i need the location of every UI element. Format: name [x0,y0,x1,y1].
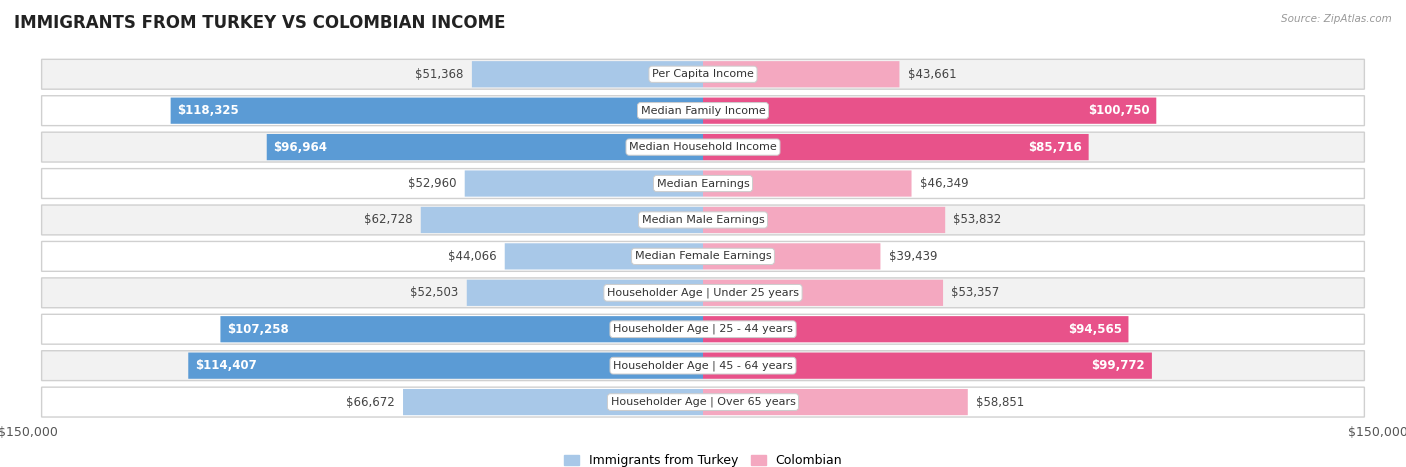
Text: $100,750: $100,750 [1088,104,1150,117]
FancyBboxPatch shape [703,134,1088,160]
FancyBboxPatch shape [420,207,703,233]
FancyBboxPatch shape [42,59,1364,89]
Text: $52,960: $52,960 [408,177,457,190]
Text: $43,661: $43,661 [907,68,956,81]
Text: $51,368: $51,368 [415,68,464,81]
FancyBboxPatch shape [42,132,1364,162]
FancyBboxPatch shape [703,61,900,87]
Text: $114,407: $114,407 [195,359,257,372]
Text: Median Household Income: Median Household Income [628,142,778,152]
Text: Median Female Earnings: Median Female Earnings [634,251,772,262]
FancyBboxPatch shape [42,205,1364,235]
Text: $66,672: $66,672 [346,396,395,409]
Text: Householder Age | Over 65 years: Householder Age | Over 65 years [610,397,796,407]
FancyBboxPatch shape [42,351,1364,381]
FancyBboxPatch shape [505,243,703,269]
Text: $53,357: $53,357 [952,286,1000,299]
FancyBboxPatch shape [404,389,703,415]
FancyBboxPatch shape [170,98,703,124]
FancyBboxPatch shape [703,243,880,269]
Text: $99,772: $99,772 [1091,359,1144,372]
FancyBboxPatch shape [188,353,703,379]
Text: $39,439: $39,439 [889,250,936,263]
FancyBboxPatch shape [703,98,1156,124]
Legend: Immigrants from Turkey, Colombian: Immigrants from Turkey, Colombian [558,449,848,467]
Text: Householder Age | 25 - 44 years: Householder Age | 25 - 44 years [613,324,793,334]
FancyBboxPatch shape [42,241,1364,271]
Text: Source: ZipAtlas.com: Source: ZipAtlas.com [1281,14,1392,24]
FancyBboxPatch shape [703,170,911,197]
Text: Householder Age | Under 25 years: Householder Age | Under 25 years [607,288,799,298]
Text: Householder Age | 45 - 64 years: Householder Age | 45 - 64 years [613,361,793,371]
Text: $96,964: $96,964 [274,141,328,154]
Text: $53,832: $53,832 [953,213,1001,226]
Text: $58,851: $58,851 [976,396,1024,409]
Text: $52,503: $52,503 [411,286,458,299]
Text: $46,349: $46,349 [920,177,969,190]
Text: Per Capita Income: Per Capita Income [652,69,754,79]
FancyBboxPatch shape [703,280,943,306]
FancyBboxPatch shape [42,387,1364,417]
FancyBboxPatch shape [703,207,945,233]
Text: $44,066: $44,066 [449,250,496,263]
FancyBboxPatch shape [42,278,1364,308]
FancyBboxPatch shape [221,316,703,342]
FancyBboxPatch shape [42,314,1364,344]
FancyBboxPatch shape [472,61,703,87]
Text: $85,716: $85,716 [1028,141,1081,154]
Text: $118,325: $118,325 [177,104,239,117]
Text: $94,565: $94,565 [1067,323,1122,336]
FancyBboxPatch shape [465,170,703,197]
FancyBboxPatch shape [703,353,1152,379]
Text: $62,728: $62,728 [364,213,413,226]
FancyBboxPatch shape [267,134,703,160]
Text: IMMIGRANTS FROM TURKEY VS COLOMBIAN INCOME: IMMIGRANTS FROM TURKEY VS COLOMBIAN INCO… [14,14,506,32]
Text: Median Family Income: Median Family Income [641,106,765,116]
FancyBboxPatch shape [703,389,967,415]
FancyBboxPatch shape [42,96,1364,126]
Text: Median Earnings: Median Earnings [657,178,749,189]
Text: $107,258: $107,258 [228,323,288,336]
Text: Median Male Earnings: Median Male Earnings [641,215,765,225]
FancyBboxPatch shape [703,316,1129,342]
FancyBboxPatch shape [467,280,703,306]
FancyBboxPatch shape [42,169,1364,198]
